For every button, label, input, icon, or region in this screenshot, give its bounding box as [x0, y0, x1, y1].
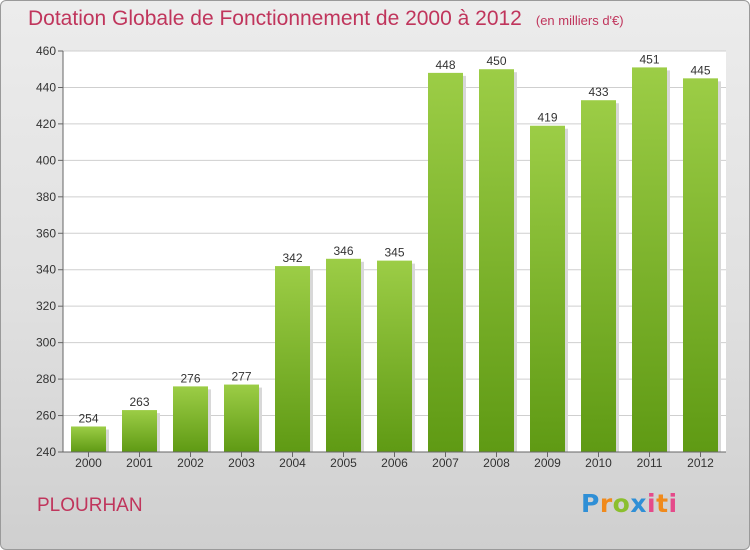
- x-tick-label: 2012: [687, 456, 714, 470]
- value-label: 451: [639, 52, 659, 66]
- title-text: Dotation Globale de Fonctionnement de 20…: [28, 7, 522, 30]
- y-tick-label: 420: [36, 117, 56, 131]
- logo-letter: o: [612, 489, 631, 518]
- y-tick-label: 300: [36, 336, 56, 350]
- value-label: 419: [537, 111, 557, 125]
- x-tick-label: 2004: [279, 456, 306, 470]
- bars: 254 263 276 277 342 346 345 448 450 419 433 451 445: [71, 52, 721, 453]
- x-tick-label: 2010: [585, 456, 612, 470]
- y-tick-label: 440: [36, 80, 56, 94]
- x-tick-label: 2002: [177, 456, 204, 470]
- x-tick-label: 2007: [432, 456, 459, 470]
- x-tick-label: 2000: [75, 456, 102, 470]
- bar: [326, 258, 361, 452]
- bar: [683, 78, 718, 452]
- bar: [377, 260, 412, 452]
- bar: [71, 426, 106, 452]
- proxiti-logo: Proxiti: [581, 489, 678, 518]
- value-label: 276: [180, 371, 200, 385]
- x-tick-label: 2009: [534, 456, 561, 470]
- unit-label: (en milliers d'€): [535, 13, 624, 28]
- y-tick-label: 360: [36, 226, 56, 240]
- y-tick-label: 240: [36, 445, 56, 459]
- chart-title: Dotation Globale de Fonctionnement de 20…: [28, 7, 624, 31]
- value-label: 263: [129, 395, 149, 409]
- logo-letter: r: [599, 489, 613, 518]
- x-tick-label: 2008: [483, 456, 510, 470]
- x-axis: 2000 2001 2002 2003 2004 2005 2006 2007 2008 2009…: [63, 451, 726, 470]
- logo-letter: x: [630, 489, 647, 518]
- bar: [581, 100, 616, 453]
- bar: [122, 410, 157, 452]
- logo-letter: t: [656, 489, 669, 518]
- value-label: 346: [333, 244, 353, 258]
- value-label: 342: [282, 251, 302, 265]
- bar: [632, 67, 667, 453]
- x-tick-label: 2005: [330, 456, 357, 470]
- bar: [479, 69, 514, 453]
- value-label: 450: [486, 54, 506, 68]
- logo-letter: i: [668, 489, 678, 518]
- y-tick-label: 460: [36, 44, 56, 58]
- value-label: 345: [384, 246, 404, 260]
- commune-name: PLOURHAN: [37, 495, 143, 516]
- y-tick-label: 280: [36, 372, 56, 386]
- value-label: 448: [435, 58, 455, 72]
- value-label: 445: [690, 63, 710, 77]
- bar: [224, 384, 259, 452]
- y-tick-label: 400: [36, 153, 56, 167]
- y-axis: 240 260 280 300 320 340 360 380 400 420 440 460: [36, 44, 64, 459]
- bar: [530, 125, 565, 453]
- value-label: 277: [231, 370, 251, 384]
- value-label: 433: [588, 85, 608, 99]
- bar: [428, 72, 463, 452]
- y-tick-label: 320: [36, 299, 56, 313]
- bar: [275, 266, 310, 452]
- y-tick-label: 380: [36, 190, 56, 204]
- x-tick-label: 2003: [228, 456, 255, 470]
- y-tick-label: 260: [36, 409, 56, 423]
- x-tick-label: 2011: [637, 456, 663, 470]
- x-tick-label: 2006: [381, 456, 408, 470]
- y-tick-label: 340: [36, 263, 56, 277]
- logo-letter: i: [647, 489, 657, 518]
- bar: [173, 386, 208, 452]
- value-label: 254: [78, 411, 98, 425]
- logo-letter: P: [581, 489, 600, 518]
- x-tick-label: 2001: [126, 456, 153, 470]
